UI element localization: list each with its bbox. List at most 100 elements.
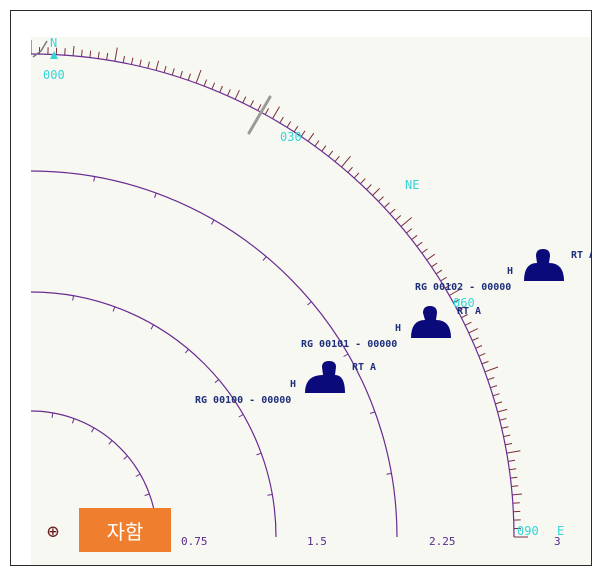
bearing-tick (219, 85, 223, 93)
bearing-tick (203, 79, 208, 87)
bearing-030-label: 030 (280, 130, 302, 144)
bearing-tick (353, 172, 360, 179)
ring-tick (262, 256, 267, 261)
radar-display[interactable]: N 000 030 NE 060 090 E 0.75 1.5 2.25 3 H… (31, 37, 591, 565)
crosshair-icon[interactable]: ⊕ (46, 519, 60, 543)
ring-tick (370, 411, 376, 414)
heading-line (247, 95, 272, 135)
bearing-tick (328, 150, 334, 157)
bearing-tick (464, 321, 472, 326)
bearing-tick (435, 269, 443, 275)
northeast-label: NE (405, 178, 419, 192)
range-label-2-25: 2.25 (429, 535, 456, 548)
bearing-tick (372, 188, 380, 196)
bearing-tick (89, 50, 92, 58)
bearing-tick (293, 125, 299, 133)
bearing-tick (242, 96, 247, 104)
bearing-tick (347, 166, 353, 173)
track-id-3[interactable]: RG 00102 - 00000 (415, 282, 511, 293)
bearing-tick (300, 130, 306, 137)
range-label-0-75: 0.75 (181, 535, 208, 548)
bearing-tick (449, 288, 462, 296)
bearing-tick (509, 468, 517, 471)
bearing-tick (395, 215, 402, 221)
ring-tick (51, 412, 54, 418)
submarine-track-icon (524, 249, 564, 281)
track-mode-2: RT A (457, 306, 481, 317)
track-heading-3: H (507, 266, 513, 277)
bearing-tick (360, 178, 366, 185)
submarine-track-icon (411, 306, 451, 338)
bearing-tick (506, 450, 521, 454)
bearing-tick (307, 132, 315, 142)
outer-compass-ring (31, 53, 515, 538)
bearing-tick (512, 502, 520, 504)
bearing-tick (81, 49, 83, 57)
bearing-tick (495, 401, 503, 405)
range-label-1-5: 1.5 (307, 535, 327, 548)
track-symbol-1[interactable] (305, 361, 345, 393)
bearing-tick (211, 82, 216, 90)
bearing-tick (249, 100, 254, 107)
ring-tick (343, 353, 349, 357)
north-letter: N (50, 37, 57, 50)
bearing-tick (227, 89, 231, 97)
bearing-tick (264, 108, 270, 115)
range-rings (31, 53, 515, 538)
bearing-tick (411, 234, 418, 240)
bearing-tick (492, 393, 500, 397)
bearing-tick (187, 73, 191, 81)
range-ring-3 (31, 170, 398, 538)
ring-tick (214, 379, 220, 384)
bearing-tick (383, 202, 390, 208)
bearing-tick (484, 366, 499, 373)
bearing-tick (114, 47, 118, 62)
north-bearing-label: 000 (43, 68, 65, 82)
ring-tick (154, 192, 157, 198)
bearing-tick (257, 104, 262, 111)
radar-plot: N 000 030 NE 060 090 E 0.75 1.5 2.25 3 H… (31, 37, 591, 548)
corner-mark-icon (32, 40, 48, 58)
bearing-tick (461, 314, 468, 319)
bearing-tick (431, 262, 438, 268)
track-id-2[interactable]: RG 00101 - 00000 (301, 339, 397, 350)
ring-tick (184, 348, 189, 354)
bearing-tick (478, 352, 486, 357)
track-heading-2: H (395, 323, 401, 334)
bearing-tick (130, 57, 134, 65)
ring-tick (211, 219, 215, 225)
bearing-tick (163, 65, 167, 73)
range-ring-2 (31, 291, 277, 538)
north-arrow-icon (50, 51, 58, 59)
bearing-tick (497, 408, 508, 413)
ring-tick (123, 455, 128, 460)
bearing-tick (389, 208, 396, 215)
bearing-tick (97, 51, 100, 59)
bearing-tick (426, 253, 436, 261)
ring-tick (72, 295, 74, 301)
own-ship-button[interactable]: 자함 (79, 508, 171, 552)
bearing-tick (487, 377, 495, 381)
ring-tick (108, 440, 113, 445)
track-id-1[interactable]: RG 00100 - 00000 (195, 395, 291, 406)
ring-tick (150, 324, 154, 330)
bearing-tick (499, 418, 507, 421)
track-symbol-2[interactable] (411, 306, 451, 338)
bearing-tick (468, 328, 479, 334)
ring-tick (91, 427, 95, 433)
bearing-tick (234, 89, 240, 100)
bearing-tick (279, 116, 284, 124)
bearing-tick (475, 345, 483, 349)
bearing-tick (490, 385, 498, 389)
bearing-tick (457, 306, 464, 311)
submarine-track-icon (305, 361, 345, 393)
bearing-tick (171, 68, 175, 76)
track-symbol-3[interactable] (524, 249, 564, 281)
bearing-tick-scale (31, 40, 528, 538)
track-heading-1: H (290, 379, 296, 390)
bearing-tick (505, 443, 513, 446)
ring-tick (307, 301, 312, 306)
bearing-tick (406, 228, 413, 234)
bearing-tick (195, 69, 202, 84)
bearing-tick (421, 248, 428, 254)
